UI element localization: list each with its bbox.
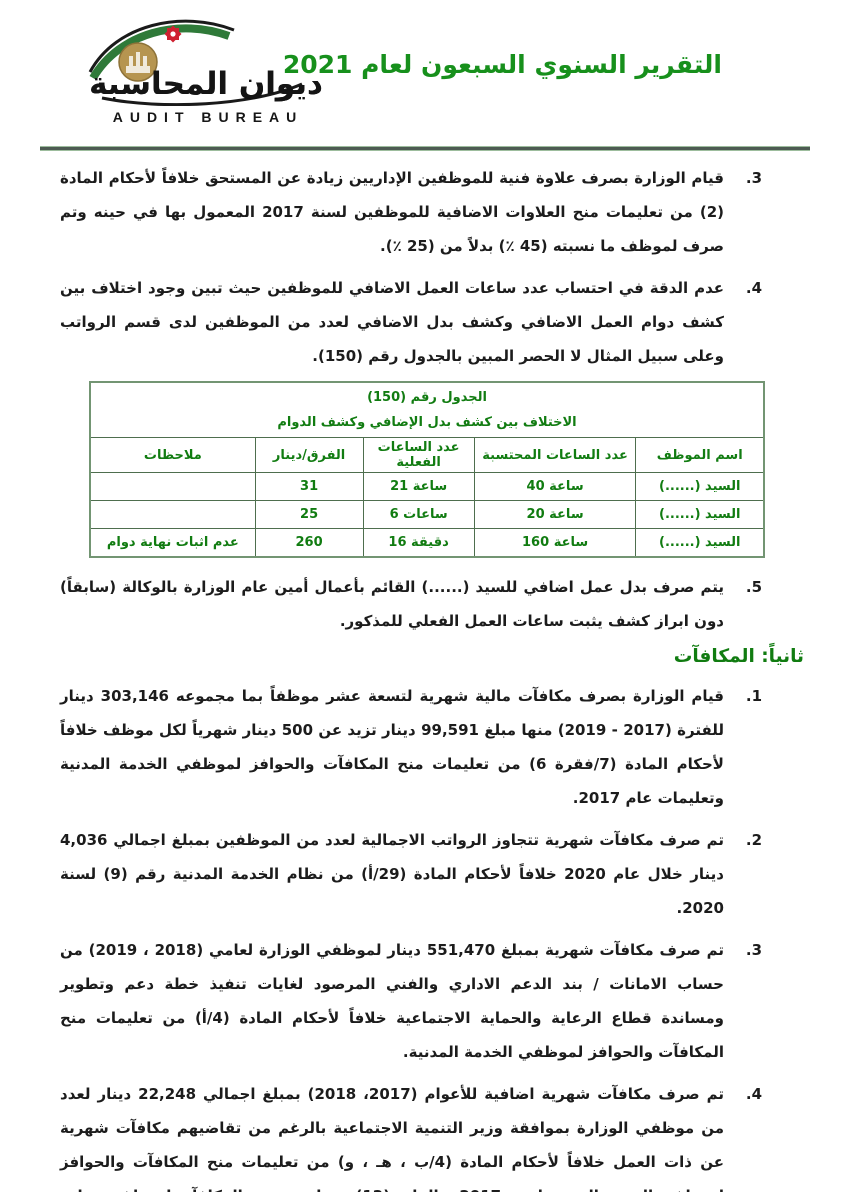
- list-item: 3. تم صرف مكافآت شهرية بمبلغ 551,470 دين…: [60, 933, 804, 1069]
- list-item: 4. عدم الدقة في احتساب عدد ساعات العمل ا…: [60, 271, 804, 373]
- red-star-icon: [164, 25, 182, 43]
- cell-actual: 21 ساعة: [362, 472, 475, 501]
- cell-employee: السيد (......): [635, 500, 765, 529]
- item-number: 4.: [745, 279, 762, 297]
- col-employee-name: اسم الموظف: [635, 437, 765, 473]
- item-number: 2.: [745, 831, 762, 849]
- audit-bureau-emblem-icon: [88, 19, 303, 106]
- list-item: 4. تم صرف مكافآت شهرية اضافية للأعوام (2…: [60, 1077, 804, 1192]
- logo-arabic-name: ديوان المحاسبة: [89, 66, 323, 102]
- table-title-row: الجدول رقم (150) الاختلاف بين كشف بدل ال…: [89, 381, 765, 438]
- table-row: السيد (......) 40 ساعة 21 ساعة 31: [89, 472, 765, 501]
- audit-bureau-logo: ديوان المحاسبة AUDIT BUREAU: [76, 8, 340, 125]
- col-actual-hours: عدد الساعات الفعلية: [362, 437, 475, 473]
- logo-subtitle: AUDIT BUREAU: [112, 109, 304, 125]
- cell-notes: [89, 500, 256, 529]
- item-text: تم صرف مكافآت شهرية بمبلغ 551,470 دينار …: [60, 941, 724, 1061]
- table-title-line2: الاختلاف بين كشف بدل الإضافي وكشف الدوام: [277, 415, 577, 430]
- item-text: تم صرف مكافآت شهرية تتجاوز الرواتب الاجم…: [60, 831, 724, 917]
- header-divider: [40, 146, 810, 151]
- item-text: قيام الوزارة بصرف علاوة فنية للموظفين ال…: [60, 169, 724, 255]
- page-header: ديوان المحاسبة AUDIT BUREAU التقرير السن…: [0, 0, 850, 146]
- item-number: 1.: [745, 687, 762, 705]
- table-title-line1: الجدول رقم (150): [367, 390, 487, 405]
- table-row: السيد (......) 20 ساعة 6 ساعات 25: [89, 500, 765, 529]
- cell-counted: 20 ساعة: [473, 500, 637, 529]
- list-item: 5. يتم صرف بدل عمل اضافي للسيد (......) …: [60, 570, 804, 638]
- cell-counted: 160 ساعة: [473, 528, 637, 558]
- col-counted-hours: عدد الساعات المحتسبة: [473, 437, 637, 473]
- logo-calligraphy: ديوان المحاسبة: [76, 8, 340, 106]
- item-number: 4.: [745, 1085, 762, 1103]
- item-text: يتم صرف بدل عمل اضافي للسيد (......) الق…: [60, 578, 724, 630]
- item-number: 5.: [745, 578, 762, 596]
- table-row: السيد (......) 160 ساعة 16 دقيقة 260 عدم…: [89, 528, 765, 558]
- item-text: تم صرف مكافآت شهرية اضافية للأعوام (2017…: [60, 1085, 724, 1192]
- report-title: التقرير السنوي السبعون لعام 2021: [282, 50, 722, 79]
- table-150: الجدول رقم (150) الاختلاف بين كشف بدل ال…: [89, 381, 765, 558]
- table-title-cell: الجدول رقم (150) الاختلاف بين كشف بدل ال…: [89, 381, 765, 438]
- cell-counted: 40 ساعة: [473, 472, 637, 501]
- list-item: 1. قيام الوزارة بصرف مكافآت مالية شهرية …: [60, 679, 804, 815]
- list-item: 3. قيام الوزارة بصرف علاوة فنية للموظفين…: [60, 161, 804, 263]
- cell-employee: السيد (......): [635, 472, 765, 501]
- cell-actual: 16 دقيقة: [362, 528, 475, 558]
- col-notes: ملاحظات: [89, 437, 256, 473]
- col-difference-dinar: الفرق/دينار: [254, 437, 364, 473]
- item-text: قيام الوزارة بصرف مكافآت مالية شهرية لتس…: [60, 687, 724, 807]
- item-number: 3.: [745, 941, 762, 959]
- section-heading-rewards: ثانياً: المكافآت: [673, 646, 804, 667]
- table-header-row: اسم الموظف عدد الساعات المحتسبة عدد السا…: [89, 437, 765, 473]
- list-item: 2. تم صرف مكافآت شهرية تتجاوز الرواتب ال…: [60, 823, 804, 925]
- cell-difference: 260: [254, 528, 364, 558]
- cell-difference: 25: [254, 500, 364, 529]
- item-number: 3.: [745, 169, 762, 187]
- cell-employee: السيد (......): [635, 528, 765, 558]
- report-body: 3. قيام الوزارة بصرف علاوة فنية للموظفين…: [0, 151, 850, 1192]
- cell-actual: 6 ساعات: [362, 500, 475, 529]
- cell-notes: عدم اثبات نهاية دوام: [89, 528, 256, 558]
- cell-notes: [89, 472, 256, 501]
- item-text: عدم الدقة في احتساب عدد ساعات العمل الاض…: [60, 279, 724, 365]
- cell-difference: 31: [254, 472, 364, 501]
